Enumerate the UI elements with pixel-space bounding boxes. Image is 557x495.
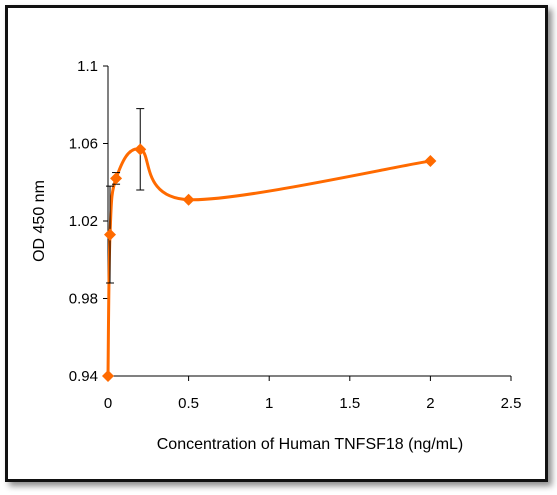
x-axis-label: Concentration of Human TNFSF18 (ng/mL) [157,436,464,453]
x-tick-label: 0 [104,395,112,412]
y-tick-label: 1.02 [69,213,98,230]
y-tick-label: 0.94 [69,368,98,385]
series-line [106,147,431,377]
x-tick-label: 1 [265,395,273,412]
data-point [134,143,147,156]
x-tick-label: 1.5 [339,395,360,412]
x-axis: 0 0.5 1 1.5 2 2.5 [104,375,522,412]
chart-frame [5,5,548,482]
x-tick-label: 0.5 [178,395,199,412]
y-tick-label: 1.06 [69,136,98,153]
series-orange [102,108,437,382]
data-point [102,370,114,382]
data-point [182,193,195,206]
x-tick-label: 2.5 [501,395,522,412]
data-point [424,154,437,167]
y-axis-label: OD 450 nm [31,180,48,262]
y-tick-label: 1.1 [77,58,98,75]
x-tick-label: 2 [426,395,434,412]
y-axis: 0.94 0.98 1.02 1.06 1.1 [69,58,109,385]
y-tick-label: 0.98 [69,291,98,308]
data-point [110,172,123,185]
data-point [104,228,117,241]
